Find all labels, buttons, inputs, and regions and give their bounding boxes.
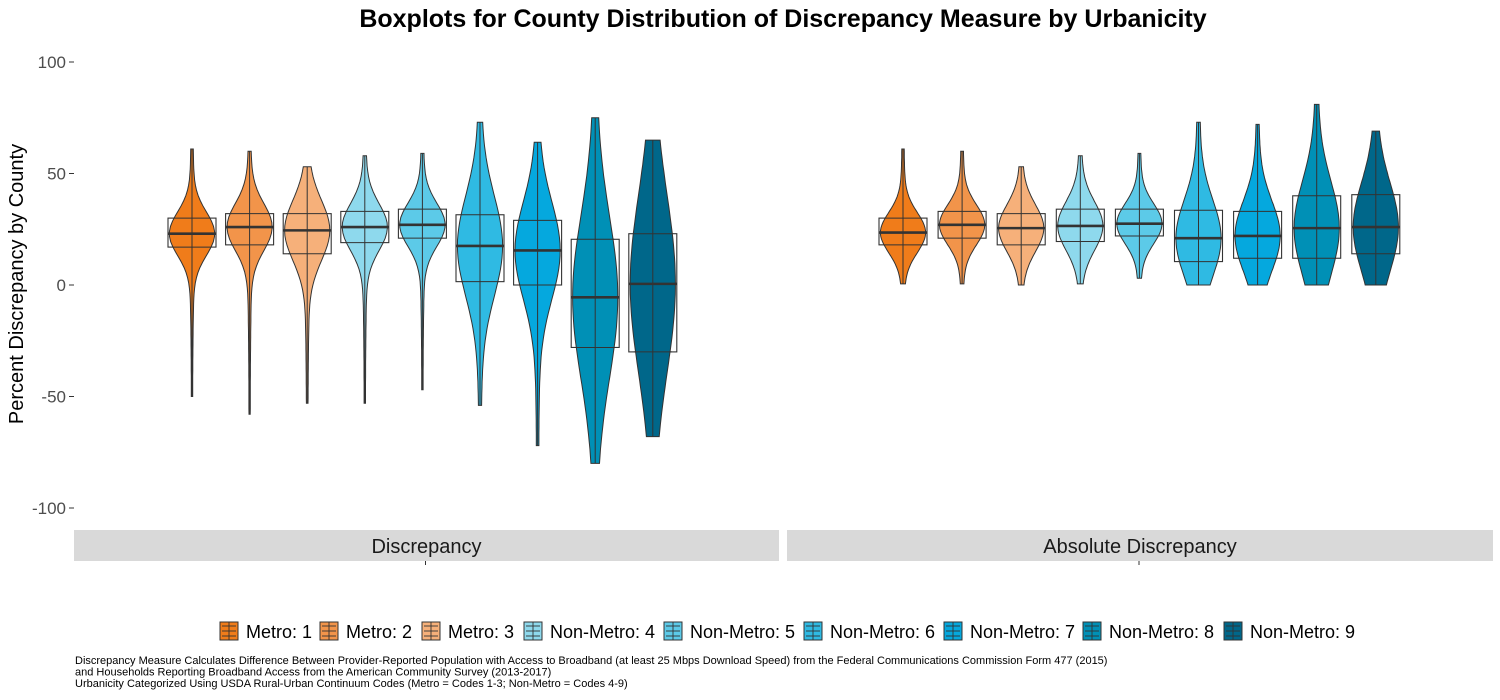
series-2	[937, 150, 987, 285]
legend-item: Non-Metro: 9	[1223, 621, 1355, 642]
legend-item: Metro: 2	[319, 621, 412, 642]
chart-title: Boxplots for County Distribution of Disc…	[359, 5, 1206, 33]
y-tick-label: 50	[47, 165, 66, 184]
series-9	[1351, 130, 1401, 286]
series-8	[1292, 103, 1342, 286]
series-4	[340, 155, 390, 404]
legend-item: Non-Metro: 8	[1082, 621, 1214, 642]
series-2	[225, 150, 275, 415]
series-7	[1233, 123, 1283, 286]
caption-line: Urbanicity Categorized Using USDA Rural-…	[75, 678, 628, 690]
caption: Discrepancy Measure Calculates Differenc…	[75, 655, 1107, 690]
legend-item: Non-Metro: 7	[943, 621, 1075, 642]
legend-label: Non-Metro: 9	[1250, 622, 1355, 642]
series-8	[570, 117, 620, 464]
legend-label: Metro: 3	[448, 622, 514, 642]
series-6	[455, 121, 505, 406]
caption-line: and Households Reporting Broadband Acces…	[75, 667, 551, 679]
legend-label: Non-Metro: 8	[1109, 622, 1214, 642]
facet-strip	[787, 530, 1493, 561]
plot-panels: Discrepancy Absolute Discrepancy	[74, 103, 1493, 565]
series-5	[397, 152, 447, 391]
legend-item: Metro: 1	[219, 621, 312, 642]
series-6	[1173, 121, 1224, 286]
panel-discrepancy: Discrepancy	[74, 117, 779, 565]
legend: Metro: 1 Metro: 2 Metro: 3 Non-Metro: 4 Non-…	[219, 621, 1355, 642]
legend-item: Metro: 3	[421, 621, 514, 642]
y-axis-label: Percent Discrepancy by County	[6, 144, 28, 424]
series-7	[513, 141, 563, 447]
facet-strip	[74, 530, 779, 561]
series-1	[878, 148, 928, 285]
series-1	[167, 148, 217, 397]
y-tick-label: -100	[32, 499, 66, 518]
legend-item: Non-Metro: 5	[663, 621, 795, 642]
y-tick-label: 100	[38, 53, 66, 72]
legend-item: Non-Metro: 6	[803, 621, 935, 642]
series-9	[628, 139, 678, 438]
legend-label: Non-Metro: 5	[690, 622, 795, 642]
legend-item: Non-Metro: 4	[523, 621, 655, 642]
legend-label: Non-Metro: 6	[830, 622, 935, 642]
panel-absolute-discrepancy: Absolute Discrepancy	[787, 103, 1493, 565]
y-tick-label: 0	[57, 276, 66, 295]
legend-label: Non-Metro: 4	[550, 622, 655, 642]
legend-label: Metro: 2	[346, 622, 412, 642]
series-3	[282, 166, 332, 404]
series-3	[996, 166, 1046, 286]
y-tick-label: -50	[41, 388, 66, 407]
facet-strip-label: Absolute Discrepancy	[1043, 536, 1236, 558]
legend-label: Metro: 1	[246, 622, 312, 642]
facet-strip-label: Discrepancy	[371, 536, 481, 558]
series-5	[1114, 152, 1164, 279]
y-axis: 100 50 0 -50 -100	[32, 53, 74, 518]
caption-line: Discrepancy Measure Calculates Differenc…	[75, 655, 1107, 667]
legend-label: Non-Metro: 7	[970, 622, 1075, 642]
series-4	[1055, 155, 1105, 285]
